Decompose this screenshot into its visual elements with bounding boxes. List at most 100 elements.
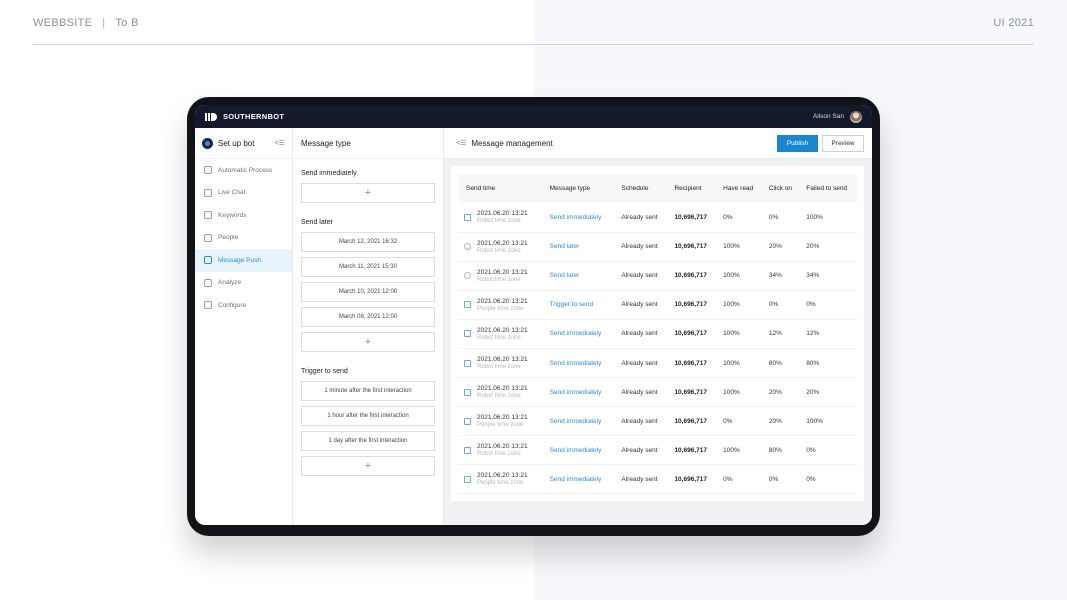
table-row[interactable]: 2021.06.20 13:21 Robot time zone Send imme… — [458, 435, 857, 466]
message-type-link[interactable]: Send immediately — [549, 359, 602, 367]
column-header[interactable]: Message type — [541, 174, 614, 203]
column-header[interactable]: Send time — [458, 174, 542, 203]
recipient-cell: 10,696,717 — [666, 348, 716, 379]
brand-logo[interactable]: SOUTHERNBOT — [205, 112, 284, 121]
table-row[interactable]: 2021.06.20 13:21 Robot time zone Send imme… — [458, 203, 857, 233]
website-label: WEBBSITE — [33, 17, 93, 29]
send-time: 2021.06.20 13:21 — [477, 326, 528, 334]
user-name: Alison San — [812, 113, 844, 120]
message-type-panel: Message type Send immediately + Send lat… — [293, 128, 444, 525]
time-zone: People time zone — [477, 305, 524, 312]
message-type-link[interactable]: Send immediately — [549, 213, 602, 221]
time-zone: Robot time zone — [477, 247, 521, 254]
table-row[interactable]: 2021.06.20 13:21 People time zone Send imm… — [458, 464, 857, 495]
send-time-wrap: 2021.06.20 13:21 Robot time zone — [464, 385, 542, 399]
preview-button[interactable]: Preview — [822, 134, 864, 152]
scheduled-time-item[interactable]: March 11, 2021 15:30 — [301, 257, 435, 277]
message-type-title: Message type — [293, 128, 443, 159]
table-row[interactable]: 2021.06.20 13:21 Robot time zone Send imme… — [458, 319, 857, 349]
column-header[interactable]: Click on — [760, 174, 799, 203]
have-read-cell: 0% — [715, 464, 761, 495]
failed-cell: 0% — [798, 464, 857, 495]
avatar — [850, 110, 862, 123]
collapse-panel-icon[interactable]: <☰ — [456, 140, 467, 147]
send-time: 2021.06.20 13:21 — [477, 385, 528, 393]
message-management-panel: <☰ Message management Publish Preview Se… — [444, 128, 872, 525]
sidebar-item-analyze[interactable]: Analyze — [195, 272, 292, 295]
sidebar-item-people[interactable]: People — [195, 227, 292, 250]
message-table: Send time Message type Schedule Recipient Ha… — [458, 174, 857, 495]
sidebar: Set up bot <☰ Automatic Process Live Chat… — [195, 128, 293, 525]
sidebar-item-automatic-process[interactable]: Automatic Process — [195, 159, 292, 182]
message-type-cell: Send later — [541, 232, 614, 262]
sidebar-item-configure[interactable]: Configure — [195, 294, 292, 317]
send-time-wrap: 2021.06.20 13:21 Robot time zone — [464, 356, 542, 370]
message-type-link[interactable]: Send later — [549, 243, 580, 251]
message-type-link[interactable]: Send immediately — [549, 388, 602, 396]
message-type-cell: Send immediately — [541, 464, 614, 495]
collapse-sidebar-icon[interactable]: <☰ — [274, 140, 285, 147]
send-time-text: 2021.06.20 13:21 Robot time zone — [477, 210, 528, 224]
have-read-cell: 100% — [715, 232, 761, 262]
failed-cell: 80% — [798, 348, 857, 379]
send-time-text: 2021.06.20 13:21 Robot time zone — [477, 385, 528, 399]
user-menu[interactable]: Alison San — [812, 110, 862, 123]
category-label: To B — [115, 17, 139, 29]
column-header[interactable]: Schedule — [613, 174, 667, 203]
send-time-text: 2021.06.20 13:21 Robot time zone — [477, 269, 528, 283]
table-row[interactable]: 2021.06.20 13:21 People time zone Send imm… — [458, 406, 857, 437]
trigger-item[interactable]: 1 hour after the first interaction — [301, 406, 435, 426]
message-type-cell: Send immediately — [541, 319, 614, 349]
brand-name: SOUTHERNBOT — [223, 112, 285, 121]
message-type-link[interactable]: Trigger to send — [549, 301, 594, 309]
message-type-link[interactable]: Send immediately — [549, 330, 602, 338]
column-header[interactable]: Recipient — [666, 174, 716, 203]
add-trigger-button[interactable]: + — [301, 456, 435, 476]
year-label: UI 2021 — [993, 17, 1034, 29]
click-on-cell: 20% — [760, 232, 799, 262]
time-zone: Robot time zone — [477, 276, 521, 283]
add-immediate-button[interactable]: + — [301, 183, 435, 203]
send-time-wrap: 2021.06.20 13:21 Robot time zone — [464, 240, 542, 254]
table-header-row: Send time Message type Schedule Recipient Ha… — [458, 174, 857, 203]
time-zone: Robot time zone — [477, 451, 521, 458]
scheduled-time-item[interactable]: March 10, 2021 12:00 — [301, 282, 435, 302]
message-type-link[interactable]: Send later — [549, 272, 580, 280]
recipient-cell: 10,696,717 — [666, 464, 716, 495]
process-icon — [204, 166, 212, 175]
sidebar-item-label: People — [218, 234, 239, 242]
message-type-link[interactable]: Send immediately — [549, 475, 602, 483]
send-icon — [464, 388, 471, 396]
add-later-button[interactable]: + — [301, 332, 435, 352]
configure-icon — [204, 301, 212, 310]
message-type-link[interactable]: Send immediately — [549, 446, 602, 454]
send-time-cell: 2021.06.20 13:21 Robot time zone — [458, 435, 542, 466]
bot-icon — [202, 137, 213, 149]
scheduled-time-item[interactable]: March 12, 2021 16:32 — [301, 232, 435, 252]
sidebar-item-live-chat[interactable]: Live Chat — [195, 182, 292, 205]
table-row[interactable]: 2021.06.20 13:21 Robot time zone Send late… — [458, 261, 857, 291]
sidebar-item-keywords[interactable]: Keywords — [195, 204, 292, 227]
message-type-cell: Send immediately — [541, 203, 614, 233]
sidebar-item-message-push[interactable]: Message Push — [195, 249, 292, 272]
table-row[interactable]: 2021.06.20 13:21 Robot time zone Send imme… — [458, 377, 857, 408]
table-row[interactable]: 2021.06.20 13:21 Robot time zone Send imme… — [458, 348, 857, 379]
column-header[interactable]: Failed to send — [798, 174, 857, 203]
trigger-item[interactable]: 1 minute after the first interaction — [301, 381, 435, 401]
column-header[interactable]: Have read — [715, 174, 761, 203]
scheduled-time-item[interactable]: March 08, 2021 12:00 — [301, 307, 435, 327]
message-type-link[interactable]: Send immediately — [549, 417, 602, 425]
trigger-item[interactable]: 1 day after the first interaction — [301, 431, 435, 451]
send-icon — [464, 417, 471, 425]
send-icon — [464, 446, 471, 454]
schedule-cell: Already sent — [613, 203, 667, 233]
table-row[interactable]: 2021.06.20 13:21 Robot time zone Send late… — [458, 232, 857, 262]
send-icon — [464, 213, 471, 221]
publish-button[interactable]: Publish — [777, 134, 818, 152]
table-row[interactable]: 2021.06.20 13:21 People time zone Trigger … — [458, 290, 857, 320]
time-zone: People time zone — [477, 422, 524, 429]
failed-cell: 100% — [798, 406, 857, 437]
send-later-heading: Send later — [301, 219, 333, 226]
people-icon — [204, 233, 212, 242]
management-header: <☰ Message management Publish Preview — [444, 128, 872, 159]
